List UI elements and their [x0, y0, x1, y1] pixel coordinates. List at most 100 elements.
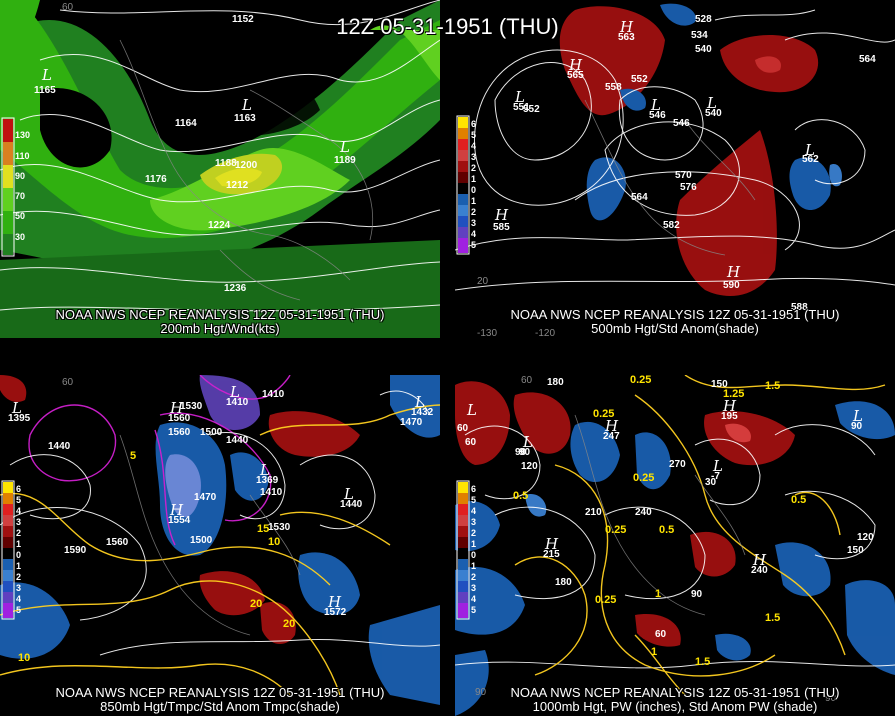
svg-text:0.25: 0.25: [630, 375, 651, 386]
anomaly-legend: 6 5 4 3 2 1 0 1 2 3 4 5: [1, 480, 21, 620]
svg-text:1572: 1572: [324, 607, 347, 618]
svg-text:H: H: [169, 501, 184, 519]
map-1000mb: 6 5 4 3 2 1 0 1 2 3 4 5 180 150 120 90 6…: [455, 375, 895, 716]
svg-text:0.25: 0.25: [595, 594, 616, 606]
svg-text:1165: 1165: [34, 85, 56, 96]
svg-text:L: L: [522, 433, 533, 451]
svg-text:588: 588: [791, 302, 808, 313]
svg-text:1432: 1432: [411, 407, 434, 418]
svg-text:90: 90: [515, 447, 527, 458]
svg-text:1410: 1410: [226, 397, 249, 408]
svg-text:1410: 1410: [262, 389, 285, 400]
map-200mb: 130 110 90 70 50 30 1152 1164 1176 1188 …: [0, 0, 440, 338]
svg-text:2: 2: [471, 163, 476, 173]
svg-text:90: 90: [851, 421, 863, 432]
svg-text:5: 5: [471, 130, 476, 140]
svg-text:1: 1: [655, 588, 661, 600]
svg-text:240: 240: [635, 507, 652, 518]
svg-text:1440: 1440: [226, 435, 249, 446]
svg-text:-7: -7: [711, 471, 720, 482]
svg-text:1: 1: [16, 561, 21, 571]
svg-text:L: L: [804, 141, 815, 159]
svg-text:215: 215: [543, 549, 560, 560]
panel-source-caption: NOAA NWS NCEP REANALYSIS 12Z 05-31-1951 …: [55, 307, 385, 322]
svg-text:180: 180: [547, 377, 564, 388]
svg-text:1500: 1500: [190, 535, 213, 546]
svg-text:2: 2: [16, 572, 21, 582]
map-850mb: 6 5 4 3 2 1 0 1 2 3 4 5 1410 1440 1470 1…: [0, 375, 440, 716]
svg-text:H: H: [726, 263, 741, 281]
svg-text:528: 528: [695, 14, 712, 25]
svg-text:1: 1: [471, 561, 476, 571]
contour-label: 1236: [224, 283, 247, 294]
svg-text:L: L: [650, 96, 661, 114]
anomaly-legend: 6 5 4 3 2 1 0 1 2 3 4 5: [456, 115, 476, 255]
svg-text:5: 5: [471, 605, 476, 615]
svg-text:240: 240: [751, 565, 768, 576]
svg-text:120: 120: [521, 461, 538, 472]
svg-text:H: H: [752, 551, 767, 569]
svg-text:576: 576: [680, 182, 697, 193]
contour-label: 1188: [215, 158, 237, 169]
temp-labels: 5 10 15 20 10 20: [18, 450, 295, 664]
svg-text:L: L: [414, 393, 425, 411]
svg-text:H: H: [544, 535, 559, 553]
svg-text:6: 6: [471, 484, 476, 494]
contour-labels: 180 150 120 90 60 30 210 240 270 180 150…: [465, 377, 874, 640]
svg-text:1470: 1470: [194, 492, 217, 503]
panel-source-caption: NOAA NWS NCEP REANALYSIS 12Z 05-31-1951 …: [510, 307, 840, 322]
svg-text:0: 0: [16, 550, 21, 560]
svg-text:H: H: [494, 206, 509, 224]
svg-text:585: 585: [493, 222, 510, 233]
svg-text:5: 5: [16, 495, 21, 505]
svg-text:1: 1: [651, 646, 657, 658]
svg-text:564: 564: [631, 192, 648, 203]
svg-text:L: L: [514, 88, 525, 106]
svg-text:L: L: [11, 399, 22, 417]
svg-text:540: 540: [695, 44, 712, 55]
svg-text:563: 563: [618, 32, 635, 43]
svg-text:1.5: 1.5: [765, 612, 780, 624]
svg-text:60: 60: [457, 423, 469, 434]
svg-text:3: 3: [16, 517, 21, 527]
svg-text:1.25: 1.25: [723, 388, 744, 400]
svg-text:552: 552: [523, 104, 540, 115]
svg-text:H: H: [604, 417, 619, 435]
svg-text:564: 564: [859, 54, 876, 65]
svg-text:0.25: 0.25: [593, 408, 614, 420]
legend-label: 50: [15, 211, 25, 221]
svg-text:1: 1: [471, 174, 476, 184]
svg-text:5: 5: [16, 605, 21, 615]
svg-text:20: 20: [477, 276, 489, 287]
svg-text:L: L: [41, 66, 52, 84]
panel-field-caption: 200mb Hgt/Wnd(kts): [160, 321, 280, 336]
svg-text:H: H: [327, 593, 342, 611]
svg-text:546: 546: [673, 118, 690, 129]
legend-label: 90: [15, 171, 25, 181]
svg-text:20: 20: [283, 618, 295, 630]
svg-text:1: 1: [16, 539, 21, 549]
svg-text:H: H: [722, 397, 737, 415]
svg-text:582: 582: [663, 220, 680, 231]
panel-source-caption: NOAA NWS NCEP REANALYSIS 12Z 05-31-1951 …: [55, 685, 385, 700]
svg-text:90: 90: [519, 447, 531, 458]
svg-text:1560: 1560: [106, 537, 129, 548]
panel-200mb-height-wind: 130 110 90 70 50 30 1152 1164 1176 1188 …: [0, 0, 440, 338]
legend-label: 70: [15, 191, 25, 201]
svg-text:5: 5: [130, 450, 136, 462]
svg-text:0.5: 0.5: [791, 494, 806, 506]
svg-text:90: 90: [475, 687, 487, 698]
svg-text:1440: 1440: [48, 441, 71, 452]
panel-850mb-height-temp-anomaly: 6 5 4 3 2 1 0 1 2 3 4 5 1410 1440 1470 1…: [0, 375, 440, 716]
svg-text:1369: 1369: [256, 475, 279, 486]
svg-text:6: 6: [16, 484, 21, 494]
svg-text:1.5: 1.5: [765, 380, 780, 392]
svg-text:10: 10: [268, 536, 280, 548]
svg-text:150: 150: [847, 545, 864, 556]
svg-text:1: 1: [471, 196, 476, 206]
svg-text:551: 551: [513, 102, 530, 113]
svg-text:20: 20: [250, 598, 262, 610]
svg-text:5: 5: [471, 240, 476, 250]
